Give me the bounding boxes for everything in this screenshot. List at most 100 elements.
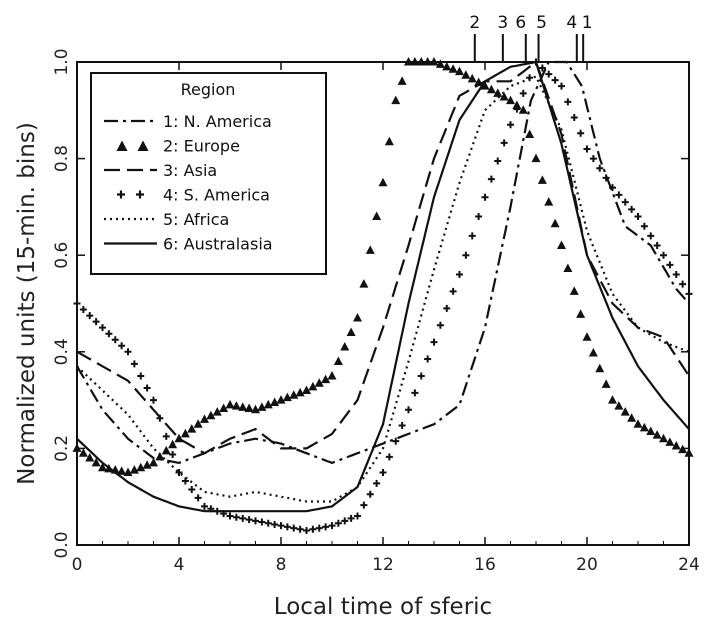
series-4-marker [538,64,546,72]
series-4-marker [640,222,648,230]
series-2-marker [652,430,662,439]
series-2-marker [601,379,611,388]
series-4-marker [175,469,183,477]
series-2-marker [98,462,107,472]
series-2-marker [639,422,649,432]
series-4-marker [354,512,361,520]
series-4-marker [137,372,145,380]
series-2-marker [149,457,158,467]
series-4-marker [315,524,323,532]
legend-label-1: 1: N. America [163,112,272,131]
series-2-marker [206,410,216,420]
series-2-marker [200,414,209,423]
series-1-line [76,60,690,465]
series-2-marker [391,95,401,105]
series-6-line [76,60,690,513]
series-4-marker [264,519,272,527]
series-4-marker [156,414,164,422]
y-tick-label-5: 1.0 [52,48,72,75]
series-2-marker [270,397,280,407]
series-4-marker [124,348,132,356]
series-4-marker [647,232,655,240]
series-4-marker [283,523,291,531]
series-4-marker [564,98,572,106]
series-4-marker [411,389,419,397]
series-2-marker [435,59,445,68]
series-4-marker [660,251,667,259]
series-4-marker [481,193,489,201]
series-2-marker [627,413,637,422]
legend-label-3: 3: Asia [163,161,217,180]
legend: Region 1: N. America 2: Europe 3: Asia 4: S… [90,72,327,275]
series-2-marker [155,451,165,461]
series-2-marker [257,402,267,411]
series-2-marker [378,177,388,187]
series-2-marker [180,428,190,438]
series-4-marker [341,517,349,525]
series-4-marker [130,360,138,368]
series-layer [72,57,694,535]
series-2-marker [251,404,260,414]
series-4-marker [232,513,240,521]
series-4-marker [271,520,279,528]
series-4-marker [577,129,585,137]
series-2-marker [480,81,490,90]
series-2-marker [161,445,171,455]
peak-label-6: 6 [515,13,526,33]
series-2-marker [85,453,95,462]
series-4-marker [570,114,578,122]
series-2-marker [397,76,407,85]
series-4-marker [430,338,438,346]
y-tick-label-0: 0.0 [52,531,72,558]
series-4-marker [392,437,400,445]
series-2-marker [225,399,235,409]
series-4-marker [513,105,521,113]
series-4-marker [456,271,463,279]
series-2-marker [569,286,579,295]
peak-label-4: 4 [566,13,577,33]
series-4-marker [201,502,208,510]
peak-label-3: 3 [497,13,508,33]
series-4-marker [545,70,553,78]
legend-title: Region [181,80,236,99]
series-2-marker [353,312,362,322]
series-2-marker [646,426,656,435]
series-2-marker [461,70,471,79]
series-2-marker [671,440,681,450]
series-3-line [76,60,690,455]
series-2-marker [340,341,350,351]
series-4-marker [589,155,597,163]
series-2-marker [544,197,554,206]
series-2-marker [276,395,286,404]
series-2-marker [359,279,369,288]
series-4-marker [99,324,106,332]
series-2-marker [442,61,452,71]
series-4-marker [468,232,476,240]
series-2-marker [608,395,617,404]
x-tick-label-2: 8 [276,555,287,575]
series-2-marker [633,419,643,428]
series-4-marker [379,469,387,477]
series-2-marker [512,100,522,109]
legend-label-6: 6: Australasia [163,235,273,254]
series-2-marker [659,433,668,443]
series-2-marker [231,401,241,410]
series-5-line [76,75,690,503]
series-2-marker [557,240,566,250]
series-4-marker [583,145,591,153]
series-4-marker [309,525,317,533]
series-4-marker [462,251,470,259]
series-2-marker [129,465,139,474]
legend-swatch-4 [117,190,144,199]
series-4-marker [150,396,157,404]
series-2-marker [168,439,178,449]
series-2-marker [531,153,541,163]
series-2-marker [212,407,222,416]
series-2-marker [588,348,598,357]
series-2-marker [91,457,101,467]
series-4-marker [258,518,266,526]
series-4-marker [169,450,177,458]
series-4-marker [672,271,680,279]
